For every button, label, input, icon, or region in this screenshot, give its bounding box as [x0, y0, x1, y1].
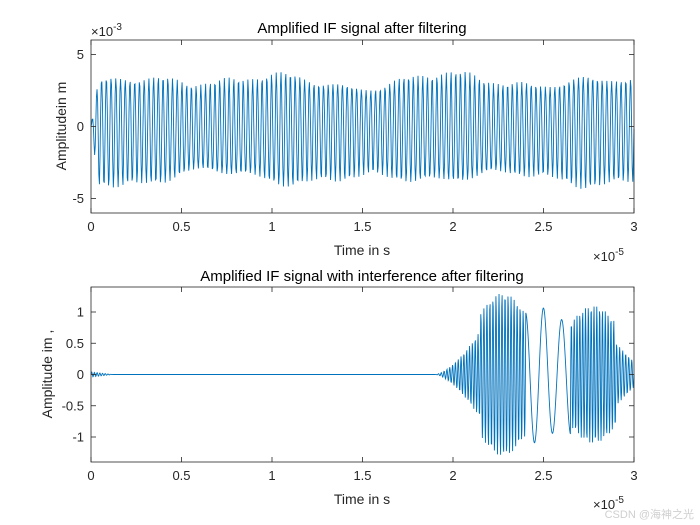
top-y-axis-label: Amplitudein m	[53, 82, 69, 171]
top-chart: Amplified IF signal after filtering 0 0.5…	[53, 20, 638, 264]
top-series-path	[90, 71, 635, 189]
bottom-x-ticks: 0 0.5 1 1.5 2 2.5 3	[87, 287, 638, 483]
bottom-series-path	[90, 294, 635, 455]
bottom-y-tick-label: -1	[72, 430, 84, 445]
top-y-tick-label: -5	[72, 191, 84, 206]
bottom-x-tick-label: 1.5	[353, 468, 371, 483]
top-y-ticks: -5 0 5	[72, 47, 634, 206]
top-x-tick-label: 0.5	[172, 219, 190, 234]
top-x-multiplier: ×10-5	[593, 247, 624, 264]
top-y-multiplier: ×10-3	[91, 22, 122, 39]
bottom-y-tick-label: -0.5	[62, 398, 84, 413]
top-y-tick-label: 5	[77, 47, 84, 62]
top-x-ticks: 0 0.5 1 1.5 2 2.5 3	[87, 40, 638, 234]
bottom-y-tick-label: 0.5	[66, 336, 84, 351]
bottom-x-tick-label: 3	[630, 468, 637, 483]
top-x-multiplier-exp: -5	[615, 247, 624, 258]
top-x-multiplier-base: ×10	[593, 249, 615, 264]
top-chart-title: Amplified IF signal after filtering	[257, 20, 466, 37]
bottom-series-line	[90, 294, 635, 455]
watermark: CSDN @海神之光	[605, 507, 694, 521]
bottom-y-tick-label: 1	[77, 305, 84, 320]
top-x-tick-label: 0	[87, 219, 94, 234]
top-x-tick-label: 1	[268, 219, 275, 234]
top-series-line	[90, 71, 635, 189]
top-x-axis-label: Time in s	[334, 242, 390, 258]
top-y-multiplier-exp: -3	[113, 22, 122, 33]
top-x-tick-label: 3	[630, 219, 637, 234]
bottom-y-axis-label: Amplitude im ,	[39, 330, 55, 419]
bottom-x-tick-label: 2	[449, 468, 456, 483]
top-y-multiplier-base: ×10	[91, 24, 113, 39]
bottom-x-tick-label: 2.5	[534, 468, 552, 483]
bottom-y-tick-label: 0	[77, 367, 84, 382]
bottom-x-tick-label: 0	[87, 468, 94, 483]
top-x-tick-label: 1.5	[353, 219, 371, 234]
top-x-tick-label: 2	[449, 219, 456, 234]
bottom-y-ticks: -1 -0.5 0 0.5 1	[62, 305, 634, 445]
bottom-x-tick-label: 1	[268, 468, 275, 483]
bottom-chart: Amplified IF signal with interference af…	[39, 268, 638, 512]
bottom-x-tick-label: 0.5	[172, 468, 190, 483]
bottom-chart-title: Amplified IF signal with interference af…	[200, 268, 523, 285]
bottom-x-multiplier: ×10-5	[593, 495, 624, 512]
bottom-x-axis-label: Time in s	[334, 491, 390, 507]
top-y-tick-label: 0	[77, 119, 84, 134]
bottom-x-multiplier-base: ×10	[593, 497, 615, 512]
bottom-x-multiplier-exp: -5	[615, 495, 624, 506]
top-x-tick-label: 2.5	[534, 219, 552, 234]
